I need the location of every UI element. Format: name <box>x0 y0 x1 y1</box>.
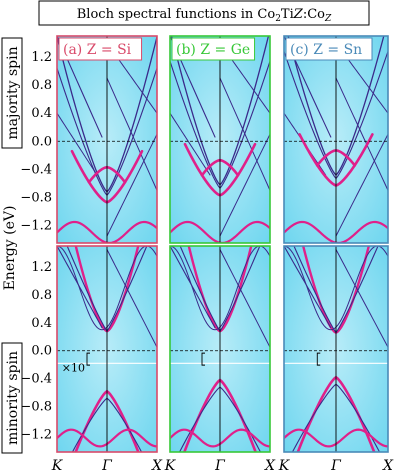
band-line <box>57 112 98 176</box>
y-ticks-top: 1.2 0.8 0.4 0.0 −0.4 −0.8 −1.2 <box>20 50 52 233</box>
title-z1: Z <box>293 7 304 22</box>
k-point-label: X <box>151 458 163 472</box>
title-sub1: 2 <box>275 14 281 24</box>
y-tick-label: −1.2 <box>20 218 52 233</box>
y-ticks-bottom: 1.2 0.8 0.4 0.0 −0.4 −0.8 −1.2 <box>20 260 52 443</box>
k-point-label: K <box>278 458 291 472</box>
panel-frame <box>56 35 158 244</box>
panel-b-minority <box>169 245 271 453</box>
k-point-label: X <box>382 458 394 472</box>
band-line <box>106 77 157 191</box>
majority-spin-text: majority spin <box>5 46 21 139</box>
band-line <box>170 36 221 186</box>
majority-spin-label: majority spin <box>1 37 23 149</box>
band-line <box>219 77 270 191</box>
panel-label: (a) Z = Si <box>63 42 132 58</box>
band-line <box>106 248 157 348</box>
band-line <box>170 112 211 176</box>
k-point-label: K <box>164 458 177 472</box>
panel-frame <box>56 245 158 453</box>
panels: (a) Z = Si ×10 (b) Z = Ge (c) Z = Sn <box>56 35 389 453</box>
band-line <box>335 248 388 348</box>
y-tick-label: −0.4 <box>20 372 52 387</box>
y-tick-label: −0.4 <box>20 162 52 177</box>
y-tick-label: 0.4 <box>31 106 52 121</box>
minority-spin-label: minority spin <box>1 342 23 454</box>
title-main: Bloch spectral functions in Co <box>77 7 276 22</box>
y-tick-label: 0.0 <box>31 134 52 149</box>
panel-frame <box>169 35 271 244</box>
k-point-label: Γ <box>101 458 113 472</box>
y-tick-label: 0.0 <box>31 344 52 359</box>
band-line <box>219 36 270 186</box>
chart-title: Bloch spectral functions in Co2TiZ:CoZ <box>77 7 332 24</box>
band-line <box>106 133 157 237</box>
y-tick-label: −0.8 <box>20 190 52 205</box>
y-tick-label: −1.2 <box>20 428 52 443</box>
y-tick-label: 0.4 <box>31 316 52 331</box>
k-point-label: X <box>264 458 276 472</box>
scale-note: ×10 <box>62 362 85 375</box>
y-tick-label: −0.8 <box>20 400 52 415</box>
band-line <box>106 36 157 193</box>
gap-bracket <box>201 352 205 366</box>
panel-frame <box>283 245 389 453</box>
panel-b-majority: (b) Z = Ge <box>169 35 271 244</box>
y-tick-label: 0.8 <box>31 288 52 303</box>
panel-frame <box>169 245 271 453</box>
title-colon: :Co <box>303 7 325 22</box>
panel-a-majority: (a) Z = Si <box>56 35 158 244</box>
gap-bracket <box>86 352 90 366</box>
k-point-label: Γ <box>214 458 226 472</box>
panel-label: (b) Z = Ge <box>176 42 250 58</box>
title-sub2: Z <box>324 14 332 24</box>
panel-c-majority: (c) Z = Sn <box>283 35 389 244</box>
title-box <box>38 0 370 26</box>
panel-a-minority: ×10 <box>56 245 158 453</box>
majority-spin-box <box>1 37 23 149</box>
band-line <box>335 77 388 191</box>
panel-label-box <box>171 37 256 61</box>
minority-spin-box <box>1 342 23 454</box>
panel-frame <box>283 35 389 244</box>
band-line <box>335 36 385 176</box>
gap-bracket <box>316 352 321 366</box>
band-line <box>335 133 388 237</box>
panel-label: (c) Z = Sn <box>290 42 362 58</box>
band-line <box>57 36 108 193</box>
panel-label-box <box>58 37 143 61</box>
y-tick-label: 0.8 <box>31 78 52 93</box>
k-point-label: Γ <box>330 458 342 472</box>
minority-spin-text: minority spin <box>5 351 21 445</box>
y-tick-label: 1.2 <box>31 50 52 65</box>
k-point-label: K <box>51 458 64 472</box>
title-mid: Ti <box>281 7 294 22</box>
band-line <box>219 133 270 237</box>
y-axis-label: Energy (eV) <box>2 206 18 291</box>
panel-c-minority <box>283 245 389 453</box>
band-line <box>219 248 270 348</box>
panel-label-box <box>285 37 373 61</box>
y-tick-label: 1.2 <box>31 260 52 275</box>
